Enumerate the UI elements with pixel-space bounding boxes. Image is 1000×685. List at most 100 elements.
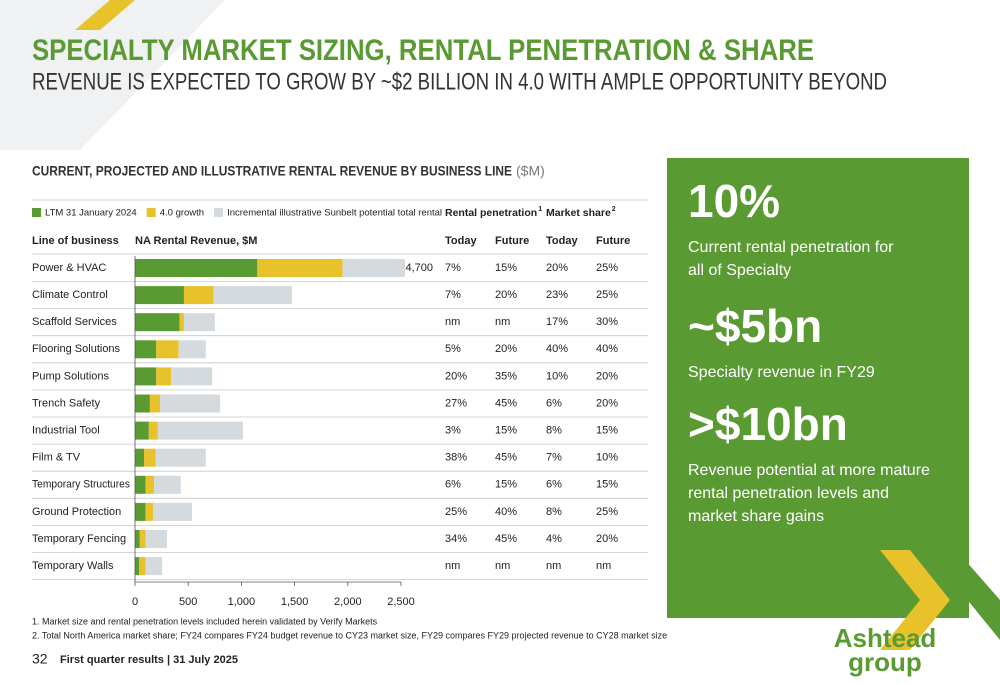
bar-segment xyxy=(135,367,157,386)
table-cell: 7% xyxy=(445,262,461,274)
table-cell: 27% xyxy=(445,397,467,409)
bar-segment xyxy=(213,286,292,305)
bar-segment xyxy=(160,394,221,413)
bar-segment xyxy=(342,259,405,277)
chevron xyxy=(935,560,1000,640)
table-cell: 15% xyxy=(596,425,618,437)
table-cell: 10% xyxy=(596,452,618,464)
sidebar-panel xyxy=(667,158,969,618)
table-cell: 15% xyxy=(596,479,618,491)
table-cell: 4% xyxy=(546,533,562,545)
table-cell: 6% xyxy=(546,479,562,491)
legend-label: Incremental illustrative Sunbelt potenti… xyxy=(227,208,442,219)
title: SPECIALTY MARKET SIZING, RENTAL PENETRAT… xyxy=(32,34,814,67)
table-cell: nm xyxy=(495,560,510,572)
bar-segment xyxy=(153,502,192,521)
category-label: Flooring Solutions xyxy=(32,343,121,355)
table-cell: 30% xyxy=(596,316,618,328)
sidebar-text: Specialty revenue in FY29 xyxy=(688,364,875,381)
bar-segment xyxy=(135,421,149,440)
table-cell: 15% xyxy=(495,425,517,437)
bar-segment xyxy=(135,286,184,305)
sidebar-text: market share gains xyxy=(688,508,824,525)
table-cell: 20% xyxy=(495,343,517,355)
table-cell: 25% xyxy=(596,289,618,301)
legend-label: 4.0 growth xyxy=(160,208,204,219)
bar-segment xyxy=(135,502,146,521)
bar-segment xyxy=(135,340,157,359)
table-cell: 20% xyxy=(445,370,467,382)
x-tick-label: 2,500 xyxy=(387,596,415,608)
table-cell: 20% xyxy=(495,289,517,301)
x-tick-label: 2,000 xyxy=(334,596,362,608)
bar-segment xyxy=(135,475,146,494)
chart-title: CURRENT, PROJECTED AND ILLUSTRATIVE RENT… xyxy=(32,163,512,179)
table-cell: nm xyxy=(495,316,510,328)
bar-segment xyxy=(157,421,243,440)
bar-segment xyxy=(156,340,179,359)
footnote-marker: 2 xyxy=(612,206,616,213)
table-cell: 23% xyxy=(546,289,568,301)
table-cell: 20% xyxy=(596,370,618,382)
sidebar-figure: >$10bn xyxy=(688,398,848,450)
bar-segment xyxy=(183,286,214,305)
sidebar-figure: ~$5bn xyxy=(688,300,822,352)
decor-stripe xyxy=(75,0,135,30)
legend-swatch xyxy=(214,208,224,217)
table-cell: 6% xyxy=(445,479,461,491)
bar-segment xyxy=(171,367,213,386)
table-group-header: Market share xyxy=(546,207,611,219)
bar-segment xyxy=(149,394,161,413)
table-cell: 20% xyxy=(546,262,568,274)
bar-segment xyxy=(135,394,150,413)
table-column-header: Future xyxy=(495,235,529,247)
category-label: Scaffold Services xyxy=(32,316,117,328)
x-tick-label: 1,000 xyxy=(228,596,256,608)
bar-segment xyxy=(257,259,343,277)
bar-segment xyxy=(179,313,184,332)
category-label: Temporary Fencing xyxy=(32,533,126,545)
decor-band xyxy=(0,0,225,150)
sidebar-text: all of Specialty xyxy=(688,262,791,279)
table-cell: 7% xyxy=(546,452,562,464)
bar-segment xyxy=(145,530,167,548)
table-cell: 40% xyxy=(495,506,517,518)
chevron xyxy=(880,550,950,650)
table-cell: 25% xyxy=(596,262,618,274)
table-cell: nm xyxy=(445,560,460,572)
table-column-header: Today xyxy=(445,235,477,247)
bar-segment xyxy=(155,448,206,467)
table-cell: 20% xyxy=(596,533,618,545)
category-label: Temporary Walls xyxy=(32,560,114,572)
table-cell: 40% xyxy=(546,343,568,355)
table-cell: nm xyxy=(596,560,611,572)
bar-segment xyxy=(145,475,155,494)
category-label: Film & TV xyxy=(32,452,81,464)
sidebar-text: rental penetration levels and xyxy=(688,485,889,502)
logo: group xyxy=(848,647,922,677)
legend-swatch xyxy=(32,208,41,217)
bar-segment xyxy=(139,557,146,576)
table-cell: 40% xyxy=(596,343,618,355)
table-cell: 25% xyxy=(445,506,467,518)
bar-segment xyxy=(139,530,146,548)
table-column-header: Today xyxy=(546,235,578,247)
bar-segment xyxy=(183,313,215,332)
table-cell: 38% xyxy=(445,452,467,464)
bar-segment xyxy=(135,448,145,467)
table-cell: 15% xyxy=(495,262,517,274)
bar-segment xyxy=(135,313,180,332)
category-label: Power & HVAC xyxy=(32,262,106,274)
sidebar-text: Revenue potential at more mature xyxy=(688,462,930,479)
table-cell: 45% xyxy=(495,452,517,464)
bar-segment xyxy=(145,502,154,521)
footnote: 1. Market size and rental penetration le… xyxy=(32,616,378,626)
table-group-header: Rental penetration xyxy=(445,207,537,219)
table-cell: 5% xyxy=(445,343,461,355)
category-label: Industrial Tool xyxy=(32,425,100,437)
table-cell: 10% xyxy=(546,370,568,382)
footer-text: First quarter results | 31 July 2025 xyxy=(60,654,238,666)
table-cell: 3% xyxy=(445,425,461,437)
